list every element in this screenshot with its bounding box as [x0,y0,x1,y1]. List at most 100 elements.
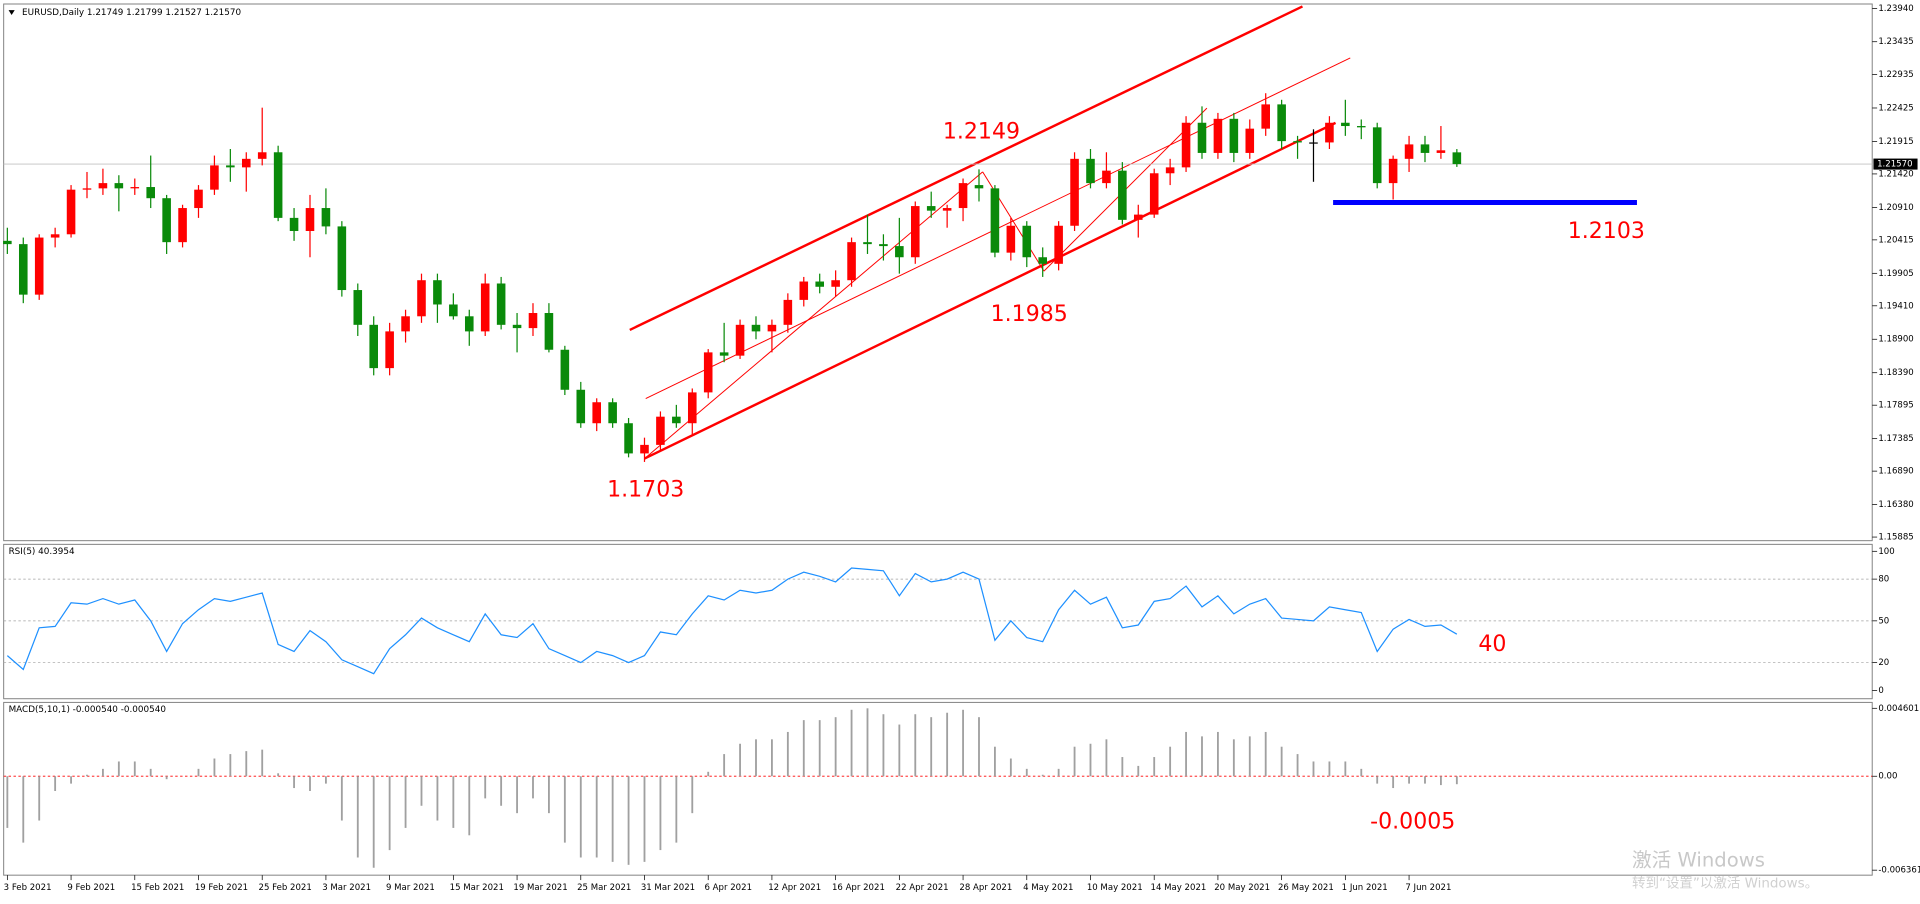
candle-body [385,331,394,369]
y-tick-label: 50 [1878,616,1889,626]
candle-body [369,324,378,369]
candle-body [50,234,60,238]
annotation: 1.1985 [991,302,1068,327]
candle-body [1086,158,1095,184]
y-tick-label: 1.20910 [1878,203,1913,213]
candle-body [241,158,251,168]
candle-body [863,242,872,245]
candle-body [114,183,124,189]
candle-body [879,244,888,247]
candle-body [1356,126,1366,128]
candle-body [512,324,522,329]
y-tick-label: 0.004601 [1878,704,1919,714]
candle-body [751,324,761,332]
candle-body [480,283,490,332]
y-tick-label: 1.16890 [1878,467,1913,477]
x-tick-label: 3 Feb 2021 [4,883,52,893]
candle-body [672,416,681,424]
annotation: -0.0005 [1370,809,1455,834]
x-tick-label: 22 Apr 2021 [896,883,949,893]
y-tick-label: 20 [1878,658,1889,668]
candle-body [735,324,745,356]
candle-body [847,242,856,281]
candle-body [926,206,936,211]
y-tick-label: 1.15885 [1878,533,1913,543]
candle-body [1165,167,1175,174]
candle-body [1006,225,1016,253]
x-tick-label: 10 May 2021 [1087,883,1143,893]
candle-body [82,188,92,190]
candle-body [1102,170,1111,184]
y-tick-label: 1.16380 [1878,500,1913,510]
candle-body [3,240,12,245]
candle-body [130,187,140,189]
candle-body [942,208,952,211]
y-tick-label: 0 [1878,686,1883,696]
candle-body [910,206,920,258]
candle-body [194,189,203,209]
x-tick-label: 15 Mar 2021 [450,883,504,893]
candle-body [1070,158,1079,226]
y-tick-label: 80 [1878,575,1889,585]
macd-header: MACD(5,10,1) -0.000540 -0.000540 [9,705,167,715]
header-arrow [8,10,15,16]
y-tick-label: 1.20415 [1878,235,1913,245]
candle-body [98,183,108,189]
candle-body [1261,104,1270,129]
candle-body [990,188,1000,253]
annotation: 1.1703 [607,477,684,502]
candle-body [1420,144,1430,153]
candle-body [544,313,554,350]
y-tick-label: 1.21420 [1878,169,1913,179]
candle-body [496,283,506,325]
main-header: EURUSD,Daily 1.21749 1.21799 1.21527 1.2… [22,8,241,18]
annotation: 1.2149 [943,120,1020,145]
x-tick-label: 15 Feb 2021 [131,883,184,893]
y-tick-label: 1.22425 [1878,103,1913,113]
candle-body [799,281,809,300]
candle-body [1309,142,1318,144]
candle-body [783,299,793,325]
candle-body [958,183,968,209]
y-tick-label: 100 [1878,547,1894,557]
candle-body [719,352,729,356]
y-tick-label: 1.19410 [1878,301,1913,311]
candle-body [401,316,410,332]
y-tick-label: 1.18900 [1878,335,1913,345]
x-tick-label: 28 Apr 2021 [959,883,1012,893]
candle-body [1293,141,1302,143]
candle-body [464,316,474,332]
candle-body [1341,122,1350,127]
candle-body [1038,257,1047,264]
main-panel [3,3,1873,542]
channel-upper [629,5,1303,332]
x-tick-label: 6 Apr 2021 [705,883,753,893]
x-tick-label: 19 Mar 2021 [513,883,567,893]
x-tick-label: 25 Mar 2021 [577,883,631,893]
candle-body [1133,214,1143,220]
y-tick-label: 1.17385 [1878,434,1913,444]
candle-body [289,217,299,232]
candle-body [1197,122,1207,153]
y-tick-label: -0.006361 [1878,866,1920,876]
y-tick-label: 1.23940 [1878,4,1913,14]
candle-body [1372,127,1382,184]
candle-body [1277,104,1286,142]
candle-body [417,280,426,317]
candle-body [1325,122,1334,143]
candle-body [273,152,283,218]
candle-body [815,281,824,287]
candle-body [226,165,235,168]
y-tick-label: 1.17895 [1878,401,1913,411]
candle-body [1022,225,1032,258]
x-tick-label: 9 Feb 2021 [67,883,115,893]
candle-body [337,226,347,291]
y-tick-label: 1.19905 [1878,269,1913,279]
current-price-box [1873,158,1918,170]
rsi-header: RSI(5) 40.3954 [9,547,75,557]
candle-body [210,165,219,190]
x-tick-label: 19 Feb 2021 [195,883,248,893]
x-tick-label: 3 Mar 2021 [322,883,371,893]
candle-body [1229,118,1239,153]
candle-body [640,444,649,454]
